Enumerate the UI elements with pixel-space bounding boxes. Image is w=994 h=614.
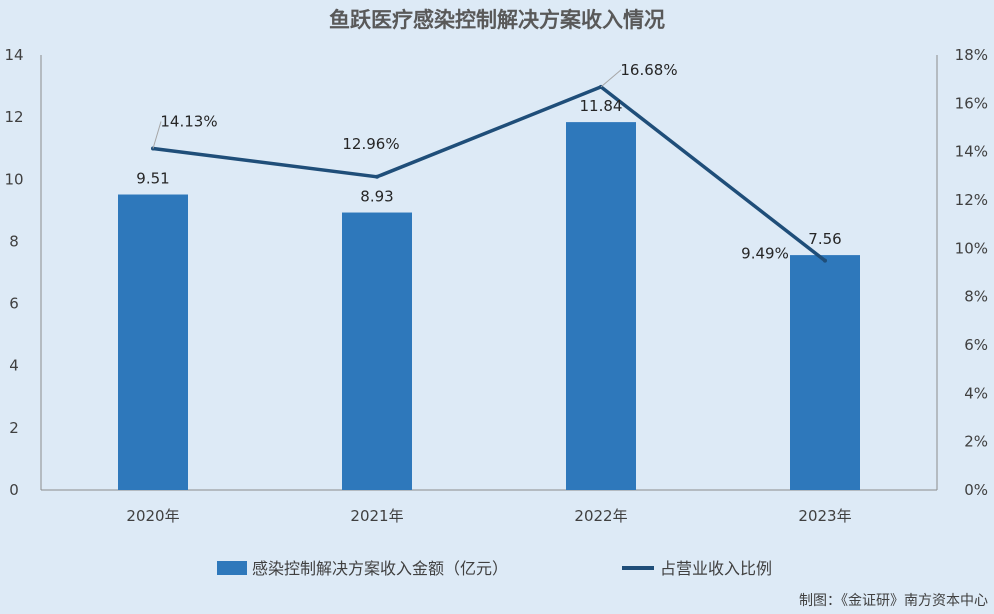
- bar-value-label: 7.56: [808, 230, 841, 248]
- line-path: [152, 85, 827, 263]
- bar: [342, 212, 412, 490]
- left-tick-label: 2: [9, 419, 19, 437]
- category-label: 2020年: [126, 507, 179, 525]
- right-tick-label: 4%: [964, 384, 988, 402]
- line-value-label: 16.68%: [620, 61, 677, 79]
- left-tick-label: 8: [9, 232, 19, 250]
- legend-line-label: 占营业收入比例: [660, 559, 772, 578]
- right-tick-label: 18%: [955, 46, 988, 64]
- category-label: 2021年: [350, 507, 403, 525]
- line-series: [151, 84, 827, 263]
- right-tick-label: 0%: [964, 481, 988, 499]
- line-point: [823, 258, 827, 263]
- right-tick-label: 2%: [964, 433, 988, 451]
- line-point: [375, 174, 379, 179]
- legend-bar-swatch: [217, 561, 247, 575]
- bar: [790, 255, 860, 490]
- right-y-axis: 0% 2% 4% 6% 8% 10% 12% 14% 16% 18%: [936, 46, 988, 499]
- left-tick-label: 6: [9, 295, 19, 313]
- left-tick-label: 10: [4, 170, 23, 188]
- bar-series: [118, 122, 860, 490]
- right-tick-label: 16%: [955, 94, 988, 112]
- x-axis-categories: 2020年 2021年 2022年 2023年: [126, 507, 851, 525]
- legend-bar-label: 感染控制解决方案收入金额（亿元）: [252, 559, 508, 578]
- category-label: 2023年: [798, 507, 851, 525]
- bar: [566, 122, 636, 490]
- data-labels: 9.51 8.93 11.84 7.56 14.13% 12.96% 16.68% 9.49%: [136, 61, 841, 263]
- left-tick-label: 0: [9, 481, 19, 499]
- chart-title: 鱼跃医疗感染控制解决方案收入情况: [329, 7, 665, 32]
- bar-value-label: 9.51: [136, 170, 169, 188]
- legend: 感染控制解决方案收入金额（亿元） 占营业收入比例: [217, 559, 772, 578]
- right-tick-label: 14%: [955, 143, 988, 161]
- left-tick-label: 12: [4, 108, 23, 126]
- right-tick-label: 10%: [955, 239, 988, 257]
- line-value-label: 12.96%: [342, 135, 399, 153]
- left-tick-label: 14: [4, 46, 23, 64]
- bar-value-label: 11.84: [580, 97, 623, 115]
- right-tick-label: 6%: [964, 336, 988, 354]
- source-note: 制图：《金证研》南方资本中心: [799, 593, 988, 609]
- line-value-label: 14.13%: [160, 113, 217, 131]
- right-tick-label: 12%: [955, 191, 988, 209]
- category-label: 2022年: [574, 507, 627, 525]
- line-label-leader: [600, 69, 622, 88]
- right-tick-label: 8%: [964, 288, 988, 306]
- line-label-leader: [152, 121, 162, 149]
- bar: [118, 194, 188, 490]
- left-y-axis: 0 2 4 6 8 10 12 14: [4, 46, 937, 499]
- left-tick-label: 4: [9, 357, 19, 375]
- line-value-label: 9.49%: [741, 245, 789, 263]
- bar-value-label: 8.93: [360, 188, 393, 206]
